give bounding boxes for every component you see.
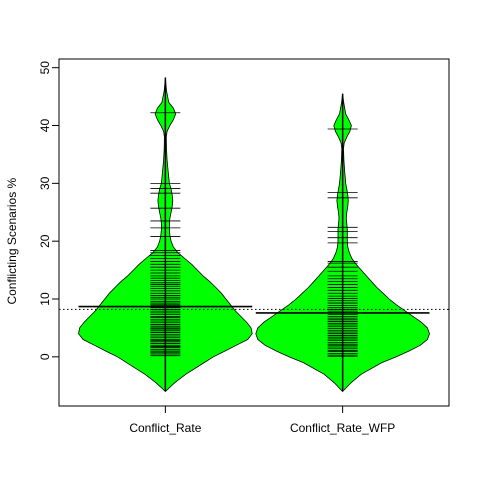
x-axis: Conflict_Rate Conflict_Rate_WFP [129,405,395,435]
y-axis-title: Conflicting Scenarios % [5,177,19,304]
x-tick-label: Conflict_Rate_WFP [290,421,395,435]
y-tick-label: 30 [38,176,52,190]
x-tick-label: Conflict_Rate [129,421,201,435]
bean-2 [255,93,430,393]
y-tick-label: 40 [38,119,52,133]
beans-layer [78,77,430,393]
y-tick-label: 10 [38,292,52,306]
y-tick-label: 20 [38,234,52,248]
bean-1 [78,77,253,393]
y-axis: 0 10 20 30 40 50 [38,61,60,360]
y-tick-label: 0 [38,353,52,360]
y-tick-label: 50 [38,61,52,75]
